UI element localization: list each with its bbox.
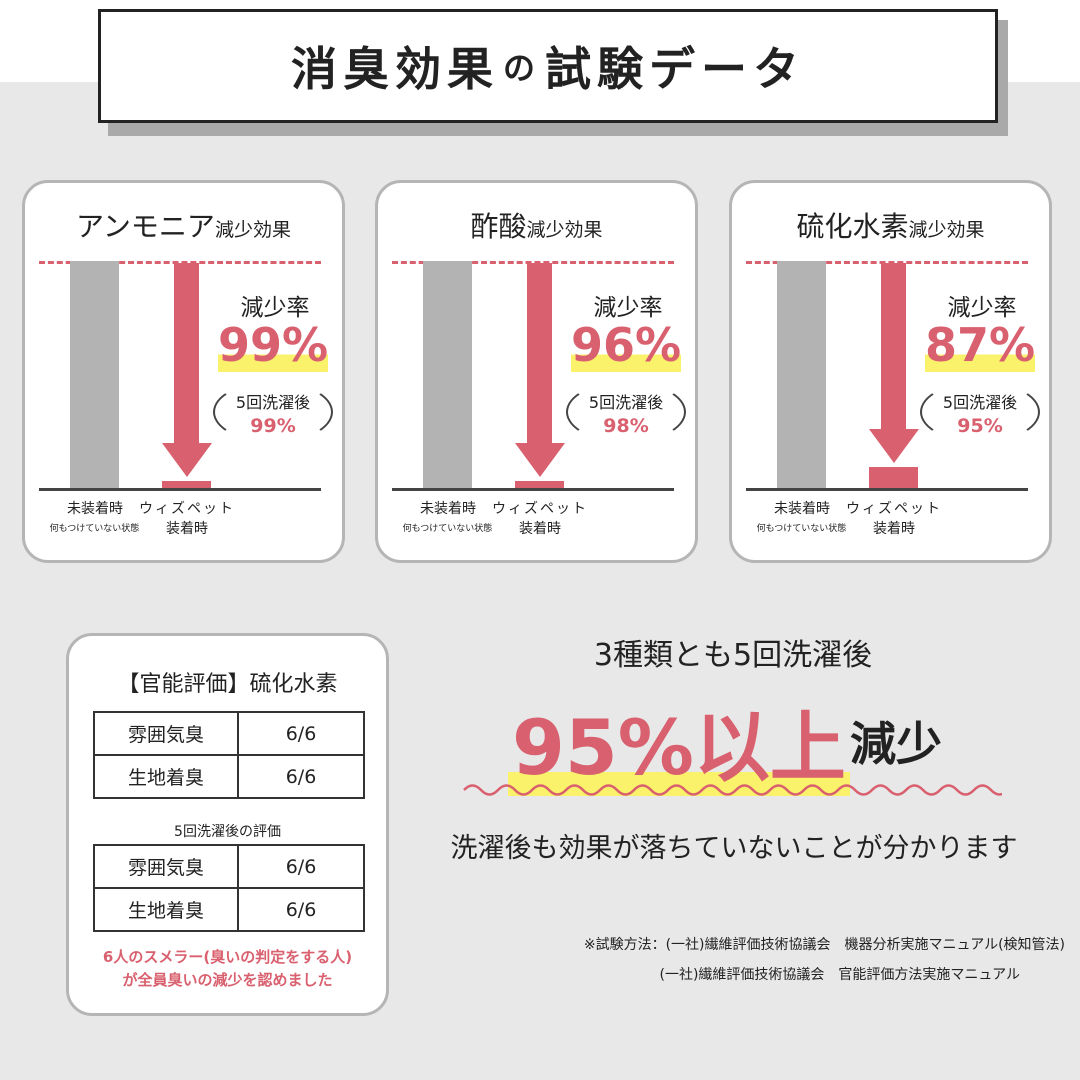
reduction-rate-value: 99% — [218, 318, 329, 372]
category-sub-label: 何もつけていない状態 — [402, 524, 493, 534]
baseline — [746, 488, 1028, 491]
after-wash-label: 5回洗濯後 — [942, 393, 1018, 412]
note-line: 6人のスメラー(臭いの判定をする人) — [102, 948, 353, 966]
title-suffix: 減少効果 — [526, 219, 603, 241]
arrow-down-icon — [869, 429, 919, 464]
summary-suffix: 減少 — [850, 717, 942, 771]
table-cell: 生地着臭 — [93, 887, 239, 932]
note-line: が全員臭いの減少を認めました — [122, 971, 333, 989]
chart-card: アンモニア減少効果 未装着時 何もつけていない状態 ウィズペット 装着時 減少率… — [22, 180, 345, 563]
arrow-shaft — [527, 263, 552, 445]
chart-title: アンモニア減少効果 — [25, 205, 342, 245]
category-sub-label: 何もつけていない状態 — [756, 524, 847, 534]
sensory-table: 雰囲気臭 6/6 生地着臭 6/6 — [93, 711, 365, 799]
category-sub-label: 装着時 — [873, 521, 915, 537]
bar-control — [70, 261, 119, 488]
summary-line1: 3種類とも5回洗濯後 — [593, 638, 873, 673]
table-cell: 6/6 — [237, 844, 365, 889]
title-particle: の — [502, 49, 541, 87]
baseline — [392, 488, 674, 491]
reduction-rate-label: 減少率 — [947, 295, 1017, 321]
reference-dashed-line — [39, 261, 321, 264]
reference-dashed-line — [746, 261, 1028, 264]
reduction-rate-value: 96% — [571, 318, 682, 372]
after-wash-label: 5回洗濯後 — [235, 393, 311, 412]
bar-control — [423, 261, 472, 488]
category-sub-label: 装着時 — [519, 521, 561, 537]
title-suffix: 減少効果 — [214, 219, 291, 241]
title-text-2: 試験データ — [545, 42, 805, 96]
page-title: 消臭効果の試験データ — [98, 9, 998, 123]
table-cell: 雰囲気臭 — [93, 711, 239, 756]
gas-name: アンモニア — [76, 210, 215, 243]
reduction-rate-value: 87% — [925, 318, 1036, 372]
chart-title: 酢酸減少効果 — [378, 205, 695, 245]
bar-product — [515, 481, 564, 488]
chart-title: 硫化水素減少効果 — [732, 205, 1049, 245]
category-label: ウィズペット — [846, 501, 942, 517]
chart-card: 酢酸減少効果 未装着時 何もつけていない状態 ウィズペット 装着時 減少率 96… — [375, 180, 698, 563]
after-wash-value: 98% — [603, 415, 649, 437]
summary-big-number: 95%以上 — [508, 686, 850, 796]
parentheses — [566, 381, 686, 443]
category-sub-label: 何もつけていない状態 — [49, 524, 140, 534]
bar-control — [777, 261, 826, 488]
chart-card: 硫化水素減少効果 未装着時 何もつけていない状態 ウィズペット 装着時 減少率 … — [729, 180, 1052, 563]
title-suffix: 減少効果 — [908, 219, 985, 241]
table-row: 生地着臭 6/6 — [93, 887, 365, 932]
table-cell: 6/6 — [237, 711, 365, 756]
arrow-down-icon — [515, 443, 565, 477]
after-wash-label: 5回洗濯後 — [588, 393, 664, 412]
after-wash-value: 95% — [957, 415, 1003, 437]
table-cell: 雰囲気臭 — [93, 844, 239, 889]
baseline — [39, 488, 321, 491]
table-row: 雰囲気臭 6/6 — [93, 844, 365, 889]
bar-product — [162, 481, 211, 488]
title-text: 消臭効果 — [290, 42, 499, 96]
table-cell: 6/6 — [237, 887, 365, 932]
gas-name: 酢酸 — [470, 210, 527, 243]
after-wash-value: 99% — [250, 415, 296, 437]
category-label: ウィズペット — [139, 501, 235, 517]
arrow-shaft — [174, 263, 199, 445]
summary-line3: 洗濯後も効果が落ちていないことが分かります — [450, 833, 1018, 864]
reduction-rate-label: 減少率 — [240, 295, 310, 321]
sensory-note: 6人のスメラー(臭いの判定をする人) が全員臭いの減少を認めました — [69, 946, 386, 992]
table-cell: 6/6 — [237, 754, 365, 799]
parentheses — [213, 381, 333, 443]
after-wash-table: 雰囲気臭 6/6 生地着臭 6/6 — [93, 844, 365, 932]
category-label: 未装着時 — [774, 501, 830, 517]
reference-dashed-line — [392, 261, 674, 264]
arrow-shaft — [881, 263, 906, 432]
wave-divider — [463, 784, 1002, 796]
bar-product — [869, 467, 918, 488]
sensory-title: 【官能評価】硫化水素 — [117, 672, 338, 697]
gas-name: 硫化水素 — [796, 210, 909, 243]
footnote: (一社)繊維評価技術協議会 官能評価方法実施マニュアル — [659, 967, 1020, 983]
sensory-evaluation-card: 【官能評価】硫化水素 雰囲気臭 6/6 生地着臭 6/6 5回洗濯後の評価 雰囲気臭… — [66, 633, 389, 1016]
category-label: 未装着時 — [420, 501, 476, 517]
arrow-down-icon — [162, 443, 212, 477]
table-row: 生地着臭 6/6 — [93, 754, 365, 799]
table-cell: 生地着臭 — [93, 754, 239, 799]
category-label: ウィズペット — [492, 501, 588, 517]
table-row: 雰囲気臭 6/6 — [93, 711, 365, 756]
reduction-rate-label: 減少率 — [593, 295, 663, 321]
parentheses — [920, 381, 1040, 443]
after-wash-title: 5回洗濯後の評価 — [174, 824, 281, 840]
category-label: 未装着時 — [67, 501, 123, 517]
footnote: ※試験方法：(一社)繊維評価技術協議会 機器分析実施マニュアル(検知管法) — [583, 937, 1065, 953]
category-sub-label: 装着時 — [166, 521, 208, 537]
